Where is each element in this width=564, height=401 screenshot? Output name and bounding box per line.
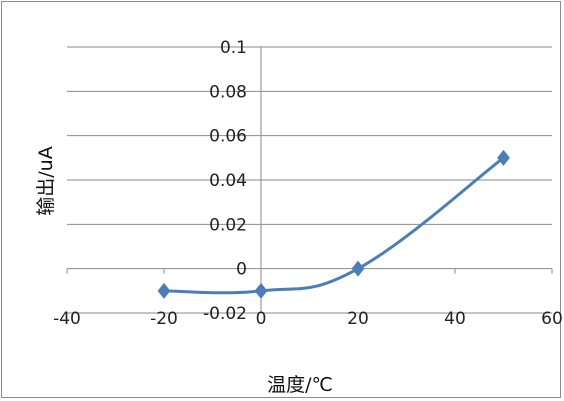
y-tick-label-3: 0.04: [209, 171, 247, 191]
series-layer: [157, 149, 510, 299]
data-point-0-0: [157, 282, 171, 299]
axes: [66, 47, 553, 313]
series-line-0: [162, 156, 505, 295]
x-tick-label-4: 40: [444, 309, 466, 329]
tick-labels: -0.02 0 0.02 0.04 0.06 0.08 0.1 -40 -20 0 20 40 60: [53, 38, 563, 329]
y-tick-label-6: 0.1: [220, 38, 247, 58]
data-point-0-2: [351, 260, 365, 277]
gridlines: [67, 46, 552, 314]
y-tick-label-5: 0.08: [209, 82, 247, 102]
x-tick-label-0: -40: [53, 309, 81, 329]
y-tick-label-2: 0.02: [209, 215, 247, 235]
y-axis-title: 输出/uA: [35, 146, 57, 215]
x-tick-label-1: -20: [150, 309, 178, 329]
x-tick-label-3: 20: [347, 309, 369, 329]
y-tick-label-4: 0.06: [209, 127, 247, 147]
y-tick-label-0: -0.02: [203, 304, 247, 324]
data-point-0-3: [497, 149, 510, 166]
y-tick-label-1: 0: [236, 260, 247, 280]
x-tick-label-2: 0: [256, 309, 267, 329]
x-axis-title: 温度/℃: [267, 374, 333, 396]
data-point-0-1: [254, 282, 268, 299]
x-tick-label-5: 60: [541, 309, 563, 329]
